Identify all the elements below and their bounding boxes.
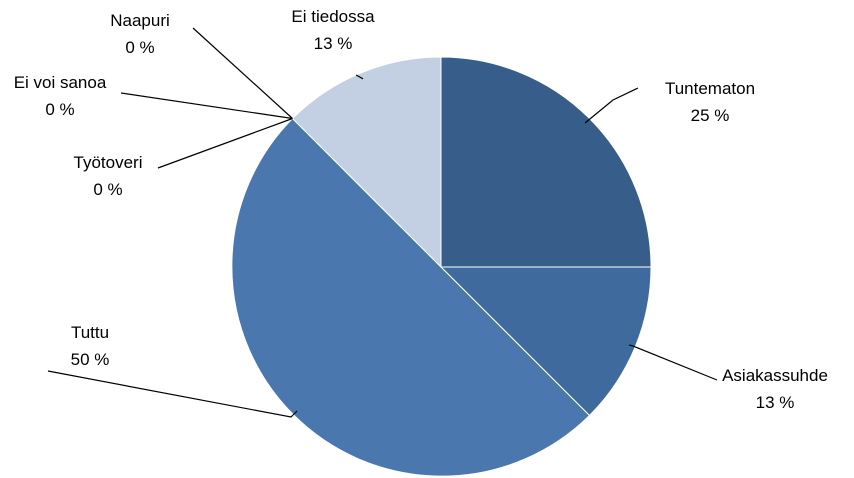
leader-lines [47,27,718,418]
slice-label-tuntematon: Tuntematon [665,79,755,98]
slice-label-naapuri: Naapuri [110,11,170,30]
slice-value-asiakassuhde: 13 % [756,393,795,412]
pie-slice-tuntematon [440,56,652,268]
slice-label-asiakassuhde: Asiakassuhde [722,366,828,385]
pie-slices [231,56,652,477]
slice-label-tuttu: Tuttu [71,323,109,342]
slice-value-ei-tiedossa: 13 % [314,34,353,53]
pie-slice-ei-tiedossa [291,56,442,269]
leader-line-asiakassuhde [629,344,718,381]
leader-line-ei-tiedossa [355,74,364,80]
leader-line-tyotoveri [157,117,293,169]
slice-value-tuntematon: 25 % [691,106,730,125]
slice-label-ei-voi-sanoa: Ei voi sanoa [14,73,107,92]
leader-line-tuttu [47,370,298,418]
leader-line-ei-voi-sanoa [120,92,293,120]
slice-value-naapuri: 0 % [125,38,154,57]
slice-value-tuttu: 50 % [71,350,110,369]
leader-line-naapuri [192,27,293,119]
slice-value-tyotoveri: 0 % [93,180,122,199]
slice-labels: Tuntematon 25 % Asiakassuhde 13 % Tuttu 50 % T… [14,7,828,412]
slice-value-ei-voi-sanoa: 0 % [45,100,74,119]
slice-label-ei-tiedossa: Ei tiedossa [291,7,375,26]
slice-label-tyotoveri: Työtoveri [74,153,143,172]
leader-line-tuntematon [584,87,639,124]
